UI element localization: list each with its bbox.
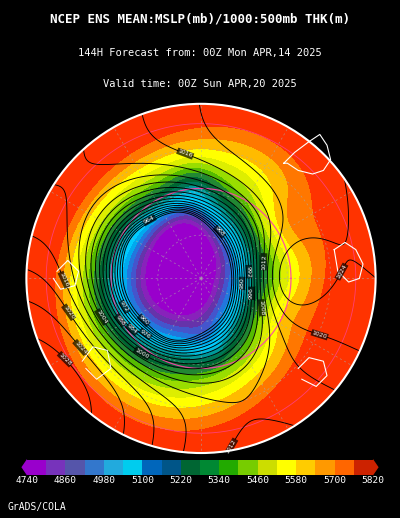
Text: 1012: 1012 bbox=[225, 438, 237, 454]
Text: 988: 988 bbox=[115, 314, 126, 326]
Text: 1024: 1024 bbox=[73, 340, 88, 355]
Bar bbox=[334, 460, 354, 474]
Text: 5100: 5100 bbox=[131, 477, 154, 485]
Bar bbox=[354, 460, 373, 474]
Bar bbox=[181, 460, 200, 474]
Bar bbox=[296, 460, 315, 474]
Bar bbox=[238, 460, 258, 474]
Text: 972: 972 bbox=[119, 300, 130, 313]
Text: Valid time: 00Z Sun APR,20 2025: Valid time: 00Z Sun APR,20 2025 bbox=[103, 79, 297, 89]
Bar bbox=[123, 460, 142, 474]
Text: 1028: 1028 bbox=[58, 352, 72, 366]
Text: 968: 968 bbox=[214, 226, 225, 238]
Text: 964: 964 bbox=[143, 215, 156, 225]
Text: 1016: 1016 bbox=[58, 271, 70, 288]
Text: 5340: 5340 bbox=[208, 477, 231, 485]
Text: 1008: 1008 bbox=[259, 300, 265, 315]
Text: GrADS/COLA: GrADS/COLA bbox=[8, 502, 67, 512]
Text: 5580: 5580 bbox=[284, 477, 308, 485]
Bar bbox=[219, 460, 238, 474]
Bar bbox=[66, 460, 85, 474]
Text: 5460: 5460 bbox=[246, 477, 269, 485]
Bar bbox=[104, 460, 123, 474]
Text: 976: 976 bbox=[139, 328, 152, 339]
Text: 984: 984 bbox=[126, 324, 138, 335]
Bar bbox=[277, 460, 296, 474]
Text: NCEP ENS MEAN:MSLP(mb)/1000:500mb THK(m): NCEP ENS MEAN:MSLP(mb)/1000:500mb THK(m) bbox=[50, 12, 350, 26]
Text: 5220: 5220 bbox=[169, 477, 192, 485]
Polygon shape bbox=[22, 459, 27, 476]
Bar bbox=[200, 460, 219, 474]
Text: 144H Forecast from: 00Z Mon APR,14 2025: 144H Forecast from: 00Z Mon APR,14 2025 bbox=[78, 48, 322, 57]
Bar bbox=[258, 460, 277, 474]
Bar bbox=[46, 460, 66, 474]
Bar bbox=[142, 460, 162, 474]
Text: 5700: 5700 bbox=[323, 477, 346, 485]
Text: 4740: 4740 bbox=[16, 477, 38, 485]
Polygon shape bbox=[373, 459, 378, 476]
Text: 1004: 1004 bbox=[95, 309, 108, 325]
Text: 1000: 1000 bbox=[134, 347, 150, 359]
Text: 996: 996 bbox=[249, 287, 254, 299]
Text: 4980: 4980 bbox=[92, 477, 116, 485]
Text: 1020: 1020 bbox=[312, 330, 328, 339]
Text: 960: 960 bbox=[138, 314, 150, 326]
Text: 1016: 1016 bbox=[177, 149, 193, 159]
Text: 1012: 1012 bbox=[261, 254, 266, 270]
Text: 1024: 1024 bbox=[336, 264, 348, 280]
Text: 980: 980 bbox=[240, 278, 245, 290]
Bar bbox=[315, 460, 334, 474]
Bar bbox=[27, 460, 46, 474]
Text: 1020: 1020 bbox=[62, 305, 75, 320]
Text: 4860: 4860 bbox=[54, 477, 77, 485]
Bar bbox=[85, 460, 104, 474]
Text: 5820: 5820 bbox=[362, 477, 384, 485]
Bar bbox=[162, 460, 181, 474]
Text: 992: 992 bbox=[246, 266, 252, 278]
